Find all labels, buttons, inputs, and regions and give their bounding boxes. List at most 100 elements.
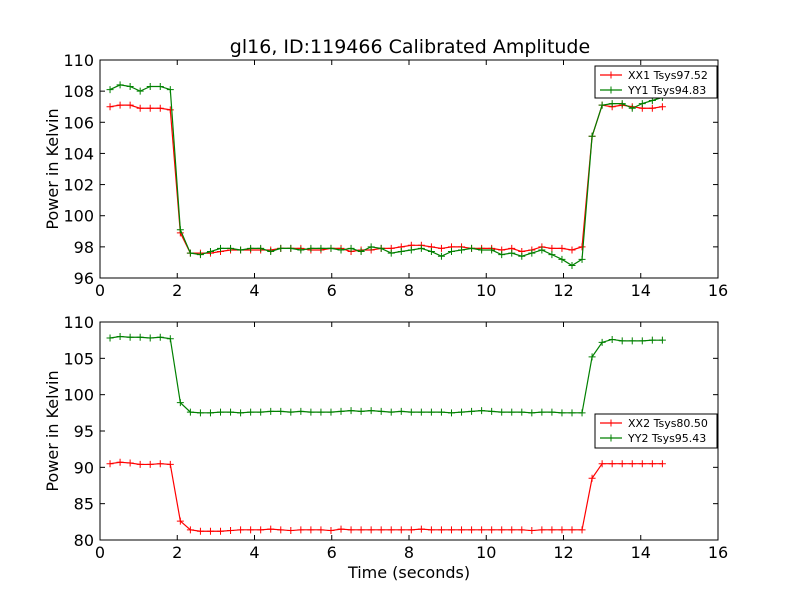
y-tick-label: 110 [63, 51, 94, 70]
x-tick-label: 16 [708, 543, 728, 562]
data-point [206, 409, 214, 417]
data-point [447, 409, 455, 417]
legend-label: YY1 Tsys94.83 [627, 84, 706, 97]
data-point [558, 255, 566, 263]
data-point [437, 408, 445, 416]
data-point [397, 526, 405, 534]
data-point [357, 248, 365, 256]
x-tick-label: 12 [553, 543, 573, 562]
data-point [237, 409, 245, 417]
data-point [337, 407, 345, 415]
data-point [287, 244, 295, 252]
data-point [206, 248, 214, 256]
data-point [217, 244, 225, 252]
y-axis-label: Power in Kelvin [43, 108, 62, 229]
data-point [347, 407, 355, 415]
data-point [277, 244, 285, 252]
legend-label: YY2 Tsys95.43 [627, 432, 706, 445]
data-point [156, 104, 164, 112]
data-point [658, 460, 666, 468]
data-point [658, 336, 666, 344]
data-point [377, 244, 385, 252]
data-point [247, 408, 255, 416]
data-point [568, 262, 576, 270]
data-point [458, 246, 466, 254]
data-point [267, 407, 275, 415]
x-tick-label: 0 [95, 281, 105, 300]
data-point [257, 408, 265, 416]
data-point [478, 526, 486, 534]
data-point [588, 132, 596, 140]
data-point [608, 100, 616, 108]
data-point [488, 246, 496, 254]
data-point [387, 408, 395, 416]
y-tick-label: 100 [63, 386, 94, 405]
data-point [568, 526, 576, 534]
data-point [548, 526, 556, 534]
data-point [327, 408, 335, 416]
y-tick-label: 110 [63, 313, 94, 332]
legend-box [594, 65, 718, 99]
data-point [407, 246, 415, 254]
data-point [397, 407, 405, 415]
data-point [648, 104, 656, 112]
data-point [417, 525, 425, 533]
chart-title: gl16, ID:119466 Calibrated Amplitude [230, 36, 590, 58]
y-tick-label: 80 [74, 531, 94, 550]
data-point [628, 337, 636, 345]
data-point [277, 407, 285, 415]
legend-marker [607, 86, 615, 94]
data-point [638, 100, 646, 108]
data-point [558, 409, 566, 417]
x-tick-label: 4 [249, 543, 259, 562]
data-point [578, 526, 586, 534]
series-2 [106, 81, 666, 270]
data-point [347, 526, 355, 534]
data-point [437, 252, 445, 260]
x-axis-label: Time (seconds) [347, 563, 470, 582]
data-point [598, 338, 606, 346]
y-tick-label: 90 [74, 458, 94, 477]
data-point [307, 408, 315, 416]
data-point [628, 104, 636, 112]
legend-marker [607, 419, 615, 427]
data-point [538, 408, 546, 416]
data-point [217, 408, 225, 416]
data-point [106, 460, 114, 468]
x-tick-label: 16 [708, 281, 728, 300]
data-point [518, 408, 526, 416]
data-point [387, 249, 395, 257]
legend-entry: XX1 Tsys97.52 [600, 69, 708, 82]
data-point [317, 526, 325, 534]
data-point [498, 408, 506, 416]
data-point [337, 525, 345, 533]
x-tick-label: 2 [172, 281, 182, 300]
data-point [106, 86, 114, 94]
top-plot: 0 2 4 6 8 10 12 14 16 96 98 100 102 104 106 108 110 Power… [43, 51, 728, 300]
data-point [156, 82, 164, 90]
data-point [458, 526, 466, 534]
data-point [136, 87, 144, 95]
data-point [277, 526, 285, 534]
data-point [377, 407, 385, 415]
data-point [538, 526, 546, 534]
y-tick-label: 106 [63, 113, 94, 132]
y-axis-label: Power in Kelvin [43, 370, 62, 491]
data-point [608, 460, 616, 468]
data-point [568, 409, 576, 417]
y-tick-label: 95 [74, 422, 94, 441]
data-point [628, 460, 636, 468]
x-tick-label: 14 [631, 543, 651, 562]
data-point [106, 103, 114, 111]
x-tick-label: 0 [95, 543, 105, 562]
data-point [478, 407, 486, 415]
data-point [598, 460, 606, 468]
data-point [136, 460, 144, 468]
data-point [317, 244, 325, 252]
data-point [247, 244, 255, 252]
data-point [387, 526, 395, 534]
y-tick-label: 96 [74, 269, 94, 288]
data-point [227, 408, 235, 416]
x-tick-label: 14 [631, 281, 651, 300]
data-point [468, 244, 476, 252]
